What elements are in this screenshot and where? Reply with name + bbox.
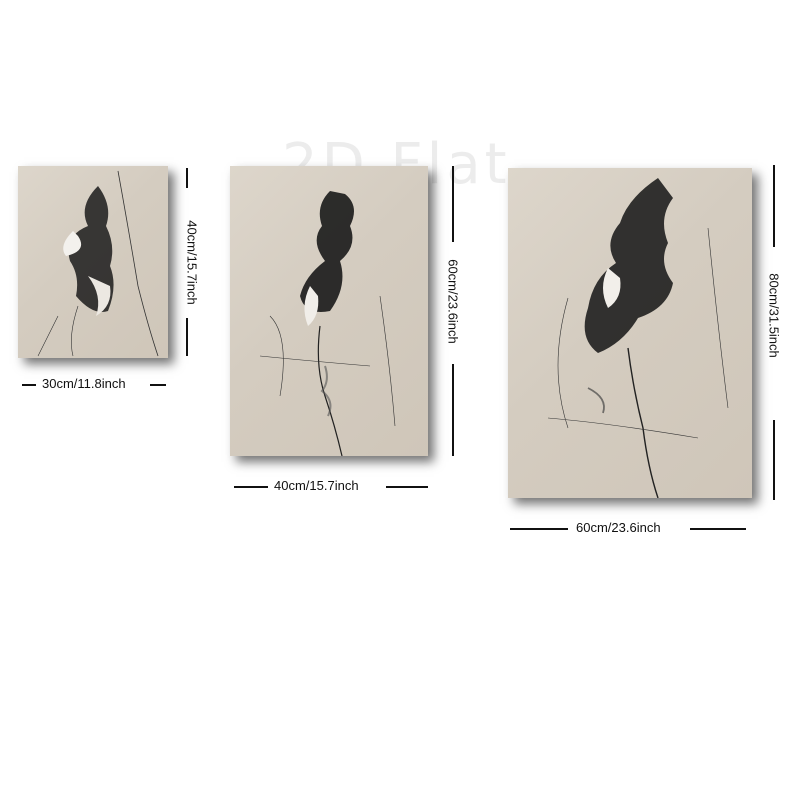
width-dimension-line-small-right bbox=[150, 384, 166, 386]
width-dimension-line-small-left bbox=[22, 384, 36, 386]
height-dimension-line-large-bottom bbox=[773, 420, 775, 500]
canvas-medium bbox=[230, 166, 428, 456]
canvas-small bbox=[18, 166, 168, 358]
figure-art-small bbox=[37, 170, 159, 357]
width-label-small: 30cm/11.8inch bbox=[42, 376, 126, 391]
width-dimension-line-medium-right bbox=[386, 486, 428, 488]
width-dimension-line-medium-left bbox=[234, 486, 268, 488]
figure-art-large bbox=[547, 178, 729, 498]
width-label-large: 60cm/23.6inch bbox=[576, 520, 661, 535]
height-label-medium: 60cm/23.6inch bbox=[445, 259, 461, 344]
width-label-medium: 40cm/15.7inch bbox=[274, 478, 359, 493]
canvas-large bbox=[508, 168, 752, 498]
height-label-large: 80cm/31.5inch bbox=[766, 273, 782, 358]
height-dimension-line-small-top bbox=[186, 168, 188, 188]
height-dimension-line-medium-top bbox=[452, 166, 454, 242]
width-dimension-line-large-right bbox=[690, 528, 746, 530]
height-dimension-line-medium-bottom bbox=[452, 364, 454, 456]
height-label-small: 40cm/15.7inch bbox=[184, 220, 200, 305]
width-dimension-line-large-left bbox=[510, 528, 568, 530]
figure-art-medium bbox=[259, 191, 396, 456]
height-dimension-line-large-top bbox=[773, 165, 775, 247]
height-dimension-line-small-bottom bbox=[186, 318, 188, 356]
